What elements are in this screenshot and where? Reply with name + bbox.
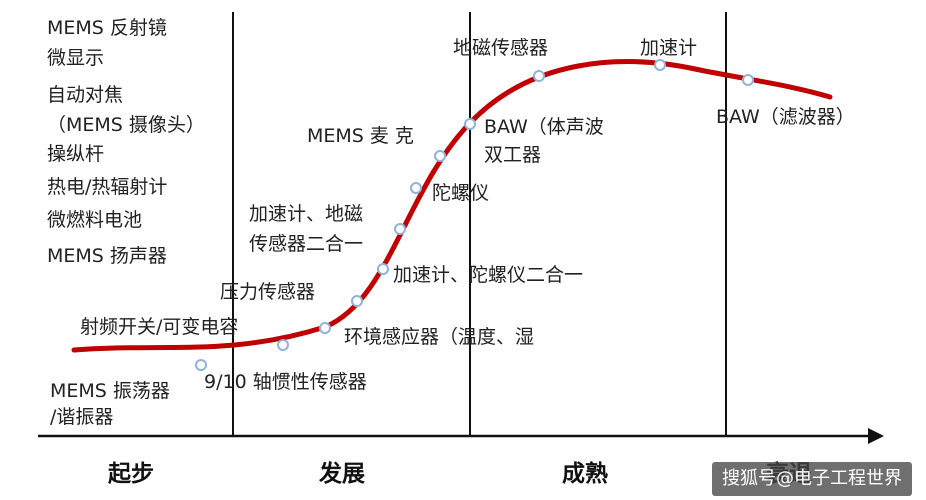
watermark-badge: 搜狐号@电子工程世界 xyxy=(712,462,912,496)
marker-pressure xyxy=(351,295,363,307)
label-accel-gyro: 加速计、陀螺仪二合一 xyxy=(393,264,584,286)
label-gyro: 陀螺仪 xyxy=(432,182,490,204)
legacy-product-item: 热电/热辐射计 xyxy=(47,176,168,198)
marker-oscillator xyxy=(195,359,207,371)
marker-mems-mic xyxy=(434,150,446,162)
label-accel-mag-line1: 加速计、地磁 xyxy=(249,203,364,225)
stage-label-start: 起步 xyxy=(108,461,154,487)
legacy-product-item: MEMS 反射镜 xyxy=(47,17,167,39)
label-accel-mag-line2: 传感器二合一 xyxy=(249,233,364,255)
stage-label-growth: 发展 xyxy=(319,461,365,487)
marker-910-axis xyxy=(277,339,289,351)
label-mems-mic: MEMS 麦 克 xyxy=(307,125,414,147)
marker-baw-filter xyxy=(742,74,754,86)
x-axis-arrowhead xyxy=(868,428,884,444)
label-baw-line1: BAW（体声波 xyxy=(484,116,604,138)
marker-baw-duplexer xyxy=(464,118,476,130)
marker-accel-mag xyxy=(394,223,406,235)
legacy-product-item: MEMS 扬声器 xyxy=(47,245,167,267)
marker-accel-gyro xyxy=(377,263,389,275)
label-baw-line2: 双工器 xyxy=(484,144,542,166)
marker-env-sensor xyxy=(319,322,331,334)
label-magnetometer: 地磁传感器 xyxy=(453,37,549,59)
legacy-product-item: 操纵杆 xyxy=(47,143,105,165)
label-env-sensor: 环境感应器（温度、湿 xyxy=(344,326,535,348)
curve-markers xyxy=(195,59,754,371)
legacy-product-item: 微燃料电池 xyxy=(47,209,143,231)
stage-label-mature: 成熟 xyxy=(562,461,608,487)
label-oscillator-line2: /谐振器 xyxy=(50,406,114,428)
label-accelerometer: 加速计 xyxy=(640,37,698,59)
legacy-product-item: 自动对焦 xyxy=(47,84,124,106)
legacy-product-item: （MEMS 摄像头） xyxy=(47,114,205,136)
marker-gyro xyxy=(410,182,422,194)
legacy-product-item: 微显示 xyxy=(47,47,105,69)
marker-accelerometer xyxy=(654,59,666,71)
label-oscillator-line1: MEMS 振荡器 xyxy=(50,380,170,402)
marker-magnetometer xyxy=(533,70,545,82)
adoption-curve xyxy=(71,59,833,353)
label-910-axis: 9/10 轴惯性传感器 xyxy=(204,371,367,393)
label-pressure: 压力传感器 xyxy=(220,281,316,303)
label-baw-filter: BAW（滤波器） xyxy=(716,106,855,128)
label-rf-switch: 射频开关/可变电容 xyxy=(80,316,239,338)
watermark-text: 搜狐号@电子工程世界 xyxy=(722,468,902,489)
